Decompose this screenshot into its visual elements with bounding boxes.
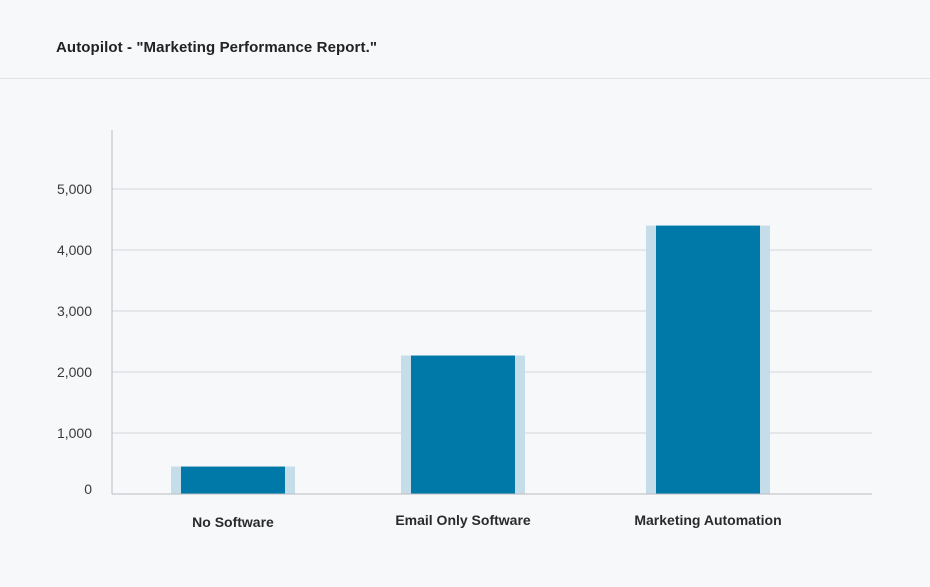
bar [411, 355, 515, 494]
category-labels: No Software Email Only Software Marketing … [192, 512, 781, 530]
y-tick-label: 0 [84, 481, 92, 497]
y-tick-label: 1,000 [57, 425, 92, 441]
report-title: Autopilot - "Marketing Performance Repor… [56, 39, 378, 56]
report-header: Autopilot - "Marketing Performance Repor… [0, 0, 930, 79]
category-label: No Software [192, 514, 274, 530]
bar [656, 225, 760, 494]
y-tick-label: 4,000 [57, 242, 92, 258]
bar [181, 466, 285, 494]
y-tick-label: 2,000 [57, 364, 92, 380]
category-label: Email Only Software [395, 512, 531, 528]
axes [111, 130, 872, 495]
y-tick-label: 5,000 [57, 181, 92, 197]
category-label: Marketing Automation [634, 512, 781, 528]
y-tick-labels: 0 1,000 2,000 3,000 4,000 5,000 [57, 181, 92, 497]
bars [171, 225, 770, 494]
y-tick-label: 3,000 [57, 303, 92, 319]
